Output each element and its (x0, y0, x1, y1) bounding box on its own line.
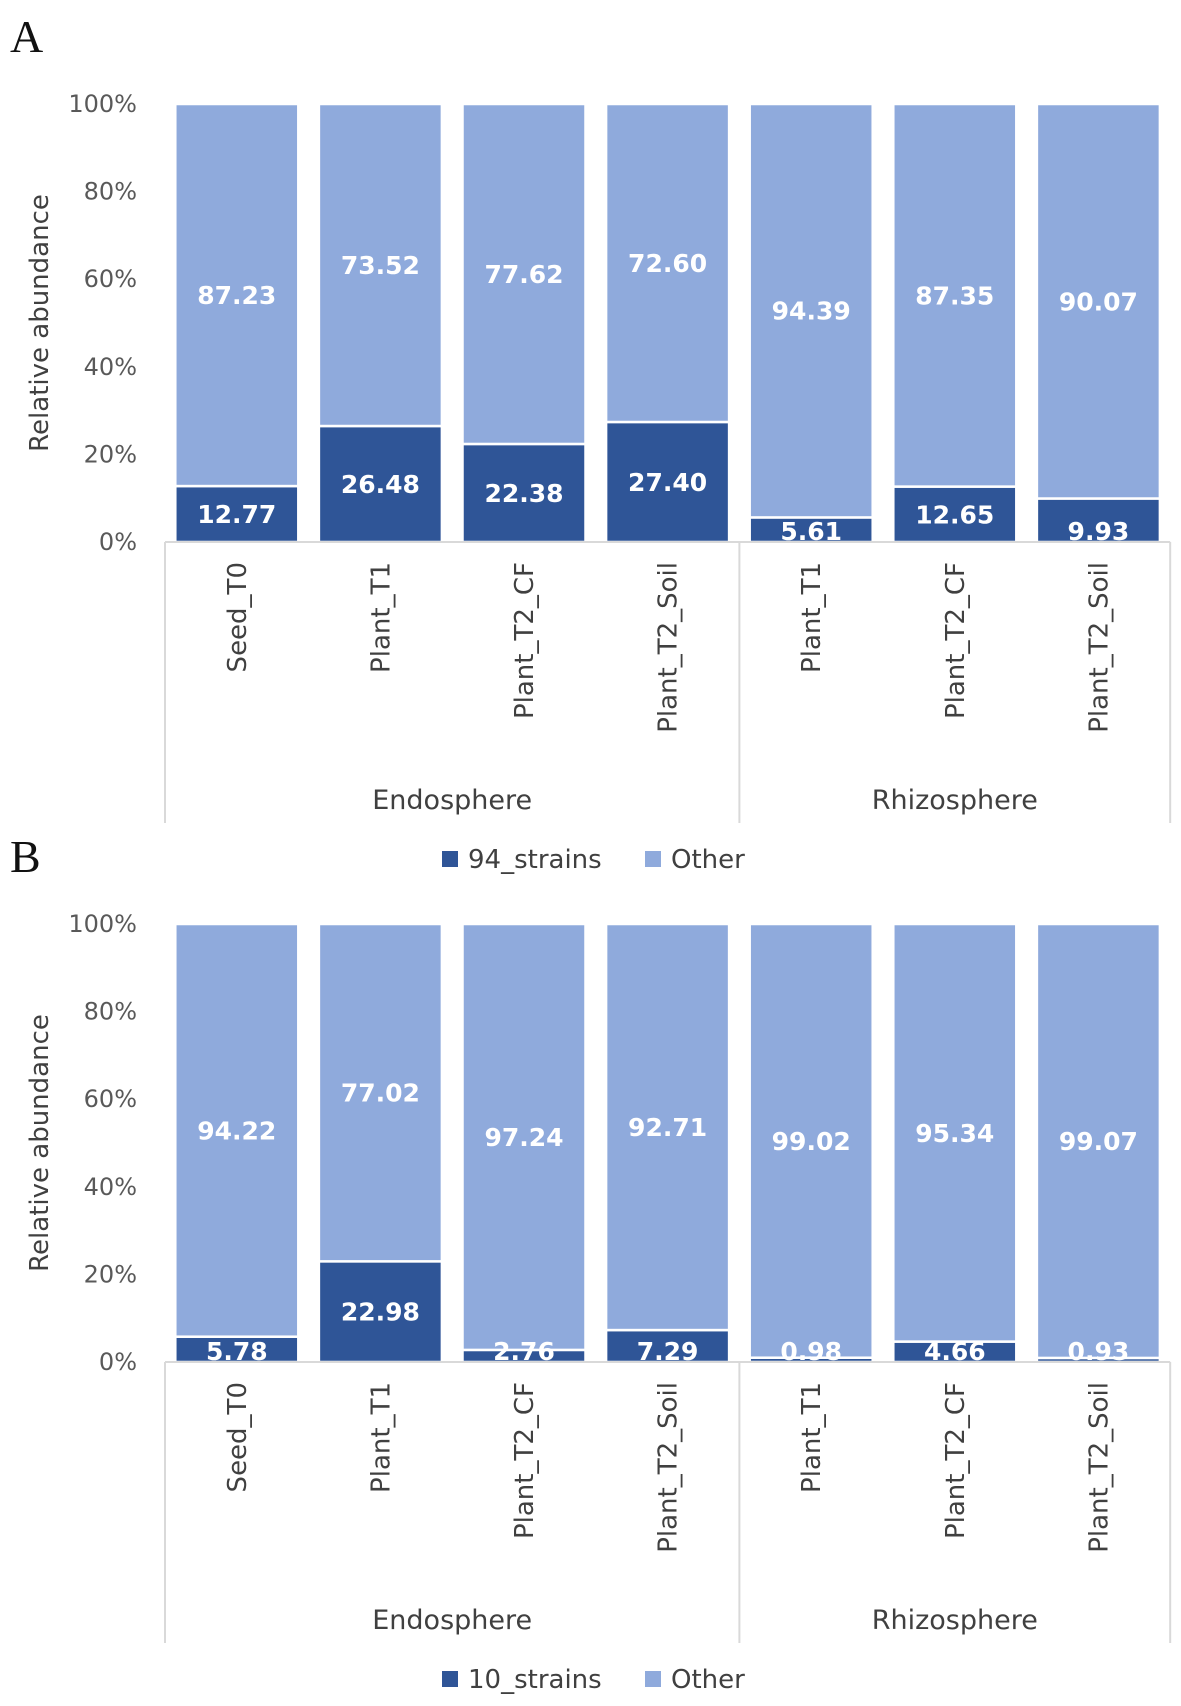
chart-b-category-label: Plant_T1 (797, 1382, 827, 1493)
chart-a-panel-letter: A (10, 11, 43, 62)
chart-a-data-label: 26.48 (341, 470, 420, 499)
chart-a-data-label: 12.77 (197, 500, 276, 529)
chart-b-category-label: Plant_T2_CF (510, 1382, 540, 1539)
chart-a-bar-other (1035, 102, 1162, 500)
chart-a-bar-94-strains (1035, 497, 1162, 544)
chart-b-data-label: 77.02 (341, 1079, 420, 1108)
chart-b-category-label: Plant_T1 (366, 1382, 396, 1493)
chart-b-legend-swatch (442, 1671, 458, 1687)
chart-b-bar-other (461, 922, 587, 1352)
chart-a-bar-other (461, 102, 587, 446)
chart-a-bar-other (174, 102, 300, 488)
chart-a-legend-label: Other (671, 845, 745, 875)
chart-b-data-label: 94.22 (197, 1116, 276, 1145)
chart-b-y-tick-label: 80% (84, 998, 137, 1026)
chart-a-y-tick-label: 80% (84, 178, 137, 206)
chart-b-bar-other (892, 922, 1018, 1343)
chart-b-data-label: 99.02 (772, 1127, 851, 1156)
chart-b-legend-swatch (645, 1671, 661, 1687)
chart-a-data-label: 12.65 (915, 500, 994, 529)
chart-a-category-label: Plant_T2_CF (941, 562, 971, 719)
chart-a-legend-swatch (442, 851, 458, 867)
chart-b-group-label: Endosphere (372, 1605, 532, 1636)
chart-b-data-label: 97.24 (484, 1123, 563, 1152)
chart-b-bar-other (174, 922, 300, 1338)
chart-b-data-label: 22.98 (341, 1298, 420, 1327)
chart-a-y-tick-label: 40% (84, 353, 137, 381)
chart-a-legend-label: 94_strains (468, 845, 602, 875)
chart-a-category-label: Plant_T2_Soil (654, 562, 684, 733)
chart-a-category-label: Plant_T1 (366, 562, 396, 673)
chart-a-group-label: Rhizosphere (872, 785, 1038, 816)
chart-a-category-label: Plant_T2_Soil (1084, 562, 1114, 733)
chart-a-data-label: 72.60 (628, 249, 707, 278)
chart-a-y-tick-label: 0% (99, 528, 137, 556)
chart-a-bar-other (892, 102, 1018, 488)
chart-a-data-label: 94.39 (772, 297, 851, 326)
chart-a-y-axis-title: Relative abundance (25, 194, 55, 452)
chart-b-category-label: Plant_T2_Soil (1084, 1382, 1114, 1553)
chart-b-category-label: Plant_T2_Soil (654, 1382, 684, 1553)
chart-b-category-label: Plant_T2_CF (941, 1382, 971, 1539)
chart-a-bar-other (317, 102, 444, 428)
chart-b-group-label: Rhizosphere (872, 1605, 1038, 1636)
chart-a-svg: A Relative abundance 0% 20% 40% 60% 80% 100% 12.… (10, 11, 1172, 875)
chart-b-bar-10-strains (317, 1260, 444, 1364)
chart-b-bar-other (1035, 922, 1162, 1360)
chart-b-legend-label: Other (671, 1665, 745, 1695)
chart-panel-b: B Relative abundance 0% 20% 40% 60% 80% 100% 5.7… (0, 820, 1181, 1706)
chart-b-bar-other (317, 922, 444, 1263)
chart-a-y-tick-label: 100% (68, 90, 137, 118)
chart-a-y-tick-label: 60% (84, 265, 137, 293)
chart-b-data-label: 92.71 (628, 1113, 707, 1142)
chart-a-legend-swatch (645, 851, 661, 867)
chart-b-data-label: 99.07 (1059, 1127, 1138, 1156)
chart-a-category-label: Seed_T0 (223, 562, 253, 672)
chart-b-data-label: 95.34 (915, 1119, 994, 1148)
chart-a-bar-94-strains (174, 484, 300, 544)
chart-panel-a: A Relative abundance 0% 20% 40% 60% 80% 100% 12.… (10, 11, 1172, 875)
chart-b-y-tick-label: 60% (84, 1085, 137, 1113)
chart-b-category-label: Seed_T0 (223, 1382, 253, 1492)
chart-b-y-axis-title: Relative abundance (25, 1014, 55, 1272)
chart-b-y-tick-label: 40% (84, 1173, 137, 1201)
chart-a-category-label: Plant_T2_CF (510, 562, 540, 719)
chart-b-y-tick-label: 20% (84, 1260, 137, 1288)
chart-b-legend-label: 10_strains (468, 1665, 602, 1695)
chart-a-y-tick-label: 20% (84, 440, 137, 468)
chart-a-data-label: 87.23 (197, 281, 276, 310)
chart-b-panel-letter: B (10, 831, 41, 882)
chart-a-group-label: Endosphere (372, 785, 532, 816)
chart-a-data-label: 90.07 (1059, 287, 1138, 316)
chart-a-bar-other (748, 102, 874, 519)
chart-a-bar-other (604, 102, 731, 424)
chart-a-category-label: Plant_T1 (797, 562, 827, 673)
chart-b-y-tick-label: 0% (99, 1348, 137, 1376)
chart-a-data-label: 73.52 (341, 251, 420, 280)
chart-b-bar-other (604, 922, 731, 1332)
chart-a-data-label: 27.40 (628, 468, 707, 497)
chart-b-y-tick-label: 100% (68, 910, 137, 938)
chart-a-data-label: 87.35 (915, 281, 994, 310)
chart-a-data-label: 77.62 (484, 260, 563, 289)
chart-a-data-label: 22.38 (484, 479, 563, 508)
chart-b-bar-other (748, 922, 874, 1359)
